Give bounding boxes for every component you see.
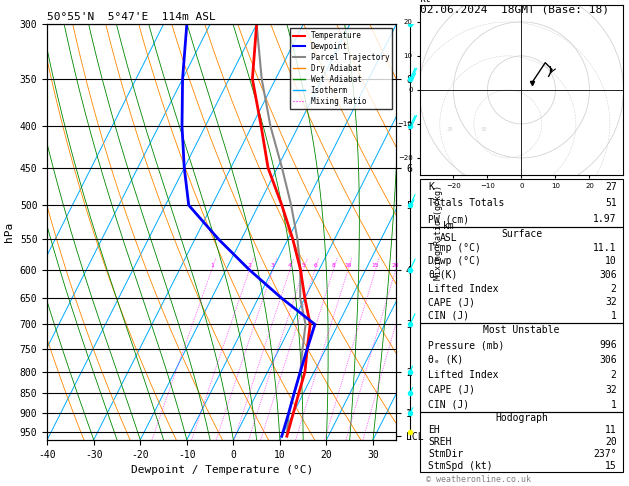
Text: 02.06.2024  18GMT (Base: 18): 02.06.2024 18GMT (Base: 18) bbox=[420, 5, 609, 15]
Text: 51: 51 bbox=[605, 198, 616, 208]
Y-axis label: hPa: hPa bbox=[4, 222, 14, 242]
Text: 237°: 237° bbox=[593, 450, 616, 459]
Text: 1: 1 bbox=[210, 262, 214, 268]
Text: 50°55'N  5°47'E  114m ASL: 50°55'N 5°47'E 114m ASL bbox=[47, 12, 216, 22]
Text: 32: 32 bbox=[605, 385, 616, 395]
Text: SREH: SREH bbox=[428, 437, 452, 447]
Legend: Temperature, Dewpoint, Parcel Trajectory, Dry Adiabat, Wet Adiabat, Isotherm, Mi: Temperature, Dewpoint, Parcel Trajectory… bbox=[290, 28, 392, 109]
Text: Mixing Ratio (g/kg): Mixing Ratio (g/kg) bbox=[433, 185, 443, 279]
Text: CIN (J): CIN (J) bbox=[428, 400, 469, 410]
X-axis label: Dewpoint / Temperature (°C): Dewpoint / Temperature (°C) bbox=[131, 465, 313, 475]
Text: 1: 1 bbox=[611, 400, 616, 410]
Text: kt: kt bbox=[420, 0, 432, 4]
Text: θₑ (K): θₑ (K) bbox=[428, 355, 464, 365]
Text: 3: 3 bbox=[271, 262, 275, 268]
Text: 6: 6 bbox=[313, 262, 317, 268]
Text: CAPE (J): CAPE (J) bbox=[428, 385, 476, 395]
Text: 1: 1 bbox=[611, 311, 616, 321]
Text: 10: 10 bbox=[605, 256, 616, 266]
Text: 11.1: 11.1 bbox=[593, 243, 616, 253]
Text: Lifted Index: Lifted Index bbox=[428, 284, 499, 294]
Text: 32: 32 bbox=[605, 297, 616, 307]
Text: Lifted Index: Lifted Index bbox=[428, 370, 499, 380]
Text: StmDir: StmDir bbox=[428, 450, 464, 459]
Text: © weatheronline.co.uk: © weatheronline.co.uk bbox=[426, 474, 532, 484]
Text: Pressure (mb): Pressure (mb) bbox=[428, 340, 504, 350]
Text: 20: 20 bbox=[605, 437, 616, 447]
Text: CIN (J): CIN (J) bbox=[428, 311, 469, 321]
Text: 2: 2 bbox=[611, 370, 616, 380]
Text: Dewp (°C): Dewp (°C) bbox=[428, 256, 481, 266]
Text: Hodograph: Hodograph bbox=[495, 413, 548, 423]
Text: Temp (°C): Temp (°C) bbox=[428, 243, 481, 253]
Text: 10: 10 bbox=[481, 127, 487, 132]
Text: 20: 20 bbox=[392, 262, 399, 268]
Text: 5: 5 bbox=[302, 262, 306, 268]
Text: θₑ(K): θₑ(K) bbox=[428, 270, 458, 280]
Text: 306: 306 bbox=[599, 355, 616, 365]
Text: StmSpd (kt): StmSpd (kt) bbox=[428, 461, 493, 471]
Text: EH: EH bbox=[428, 425, 440, 435]
Text: 1.97: 1.97 bbox=[593, 214, 616, 224]
Text: 8: 8 bbox=[331, 262, 335, 268]
Text: 11: 11 bbox=[605, 425, 616, 435]
Text: Surface: Surface bbox=[501, 229, 542, 239]
Text: 27: 27 bbox=[605, 182, 616, 192]
Text: Most Unstable: Most Unstable bbox=[483, 325, 560, 335]
Text: 2: 2 bbox=[248, 262, 252, 268]
Text: CAPE (J): CAPE (J) bbox=[428, 297, 476, 307]
Text: 306: 306 bbox=[599, 270, 616, 280]
Text: Totals Totals: Totals Totals bbox=[428, 198, 504, 208]
Text: 15: 15 bbox=[605, 461, 616, 471]
Text: 2: 2 bbox=[611, 284, 616, 294]
Text: 4: 4 bbox=[288, 262, 292, 268]
Text: 996: 996 bbox=[599, 340, 616, 350]
Text: 10: 10 bbox=[344, 262, 352, 268]
Y-axis label: km
ASL: km ASL bbox=[440, 221, 457, 243]
Text: K: K bbox=[428, 182, 434, 192]
Text: PW (cm): PW (cm) bbox=[428, 214, 469, 224]
Text: 15: 15 bbox=[372, 262, 379, 268]
Text: 20: 20 bbox=[447, 127, 453, 132]
